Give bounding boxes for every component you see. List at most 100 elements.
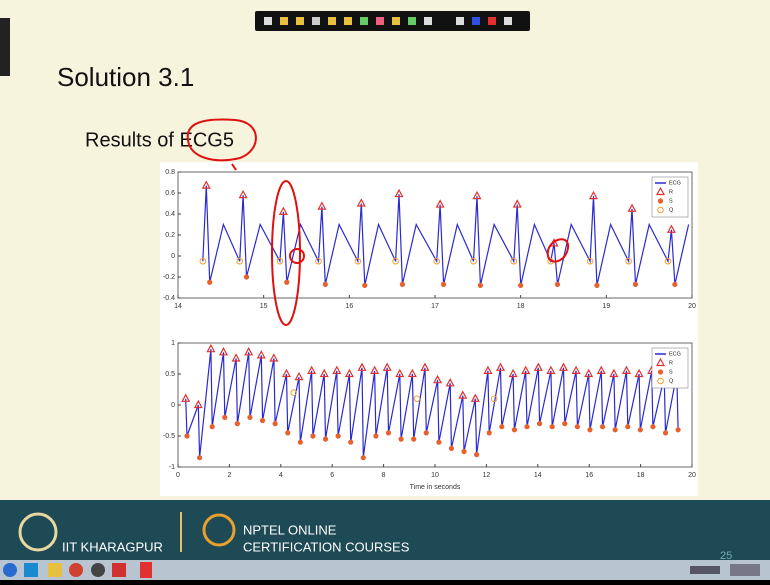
s-marker [424,430,429,435]
legend: ECG RSQ [652,177,688,217]
s-marker [650,424,655,429]
x-tick-label: 2 [227,472,231,479]
s-marker [184,433,189,438]
plot-frame [178,172,692,298]
s-marker [638,427,643,432]
legend-label: S [669,369,673,375]
s-marker [518,283,523,288]
s-marker [550,424,555,429]
ecg-chart: -0.4-0.200.20.40.60.814151617181920ECGRS… [163,169,696,310]
s-marker [244,274,249,279]
x-tick-label: 17 [431,303,439,310]
s-marker [555,282,560,287]
s-marker [298,440,303,445]
s-marker [600,424,605,429]
s-marker [323,437,328,442]
s-marker [587,427,592,432]
s-marker [499,424,504,429]
footer-divider [180,512,182,552]
s-marker [310,433,315,438]
s-marker [658,198,663,203]
s-marker [411,437,416,442]
y-tick-label: 0.6 [165,190,175,197]
x-tick-label: 15 [260,303,268,310]
s-marker [285,430,290,435]
x-tick-label: 18 [637,472,645,479]
s-marker [676,427,681,432]
s-marker [672,282,677,287]
legend-label: R [669,360,673,366]
x-tick-label: 16 [345,303,353,310]
legend-label: R [669,189,673,195]
s-marker [524,424,529,429]
s-marker [323,282,328,287]
s-marker [210,424,215,429]
legend-label: Q [669,207,674,213]
s-marker [562,421,567,426]
x-axis-label: Time in seconds [410,484,461,491]
side-handle [0,18,10,76]
y-tick-label: -0.2 [163,274,175,281]
s-marker [273,421,278,426]
s-marker [474,452,479,457]
s-marker [400,282,405,287]
x-tick-label: 18 [517,303,525,310]
y-tick-label: 0.2 [165,232,175,239]
y-tick-label: 0 [171,253,175,260]
x-tick-label: 14 [534,472,542,479]
x-tick-label: 12 [483,472,491,479]
s-marker [361,455,366,460]
slide-screen: Solution 3.1 Results of ECG5 -0.4-0.200.… [0,0,770,580]
s-marker [512,427,517,432]
legend-label: ECG [669,180,681,186]
x-tick-label: 20 [688,472,696,479]
x-tick-label: 20 [688,303,696,310]
s-marker [487,430,492,435]
s-marker [386,430,391,435]
y-tick-label: 0.5 [165,371,175,378]
s-marker [222,415,227,420]
y-tick-label: 1 [171,340,175,347]
x-tick-label: 10 [431,472,439,479]
s-marker [613,427,618,432]
s-marker [247,415,252,420]
s-marker [373,433,378,438]
x-tick-label: 16 [585,472,593,479]
s-marker [436,440,441,445]
x-tick-label: 14 [174,303,182,310]
y-tick-label: -0.4 [163,295,175,302]
s-marker [197,455,202,460]
y-tick-label: -1 [169,464,175,471]
footer-courses: CERTIFICATION COURSES [243,539,410,554]
s-marker [348,440,353,445]
s-marker [260,418,265,423]
x-tick-label: 19 [602,303,610,310]
legend: ECGRSQ [652,348,688,388]
x-tick-label: 4 [279,472,283,479]
s-marker [663,430,668,435]
s-marker [362,283,367,288]
s-marker [575,424,580,429]
s-marker [537,421,542,426]
slide-title: Solution 3.1 [57,62,194,92]
s-marker [441,282,446,287]
y-tick-label: 0.8 [165,169,175,176]
x-tick-label: 6 [330,472,334,479]
footer-nptel: NPTEL ONLINE [243,522,337,537]
s-marker [633,282,638,287]
x-tick-label: 8 [382,472,386,479]
s-marker [461,449,466,454]
s-marker [336,433,341,438]
y-tick-label: -0.5 [163,433,175,440]
s-marker [478,283,483,288]
x-tick-label: 0 [176,472,180,479]
s-marker [284,280,289,285]
s-marker [398,437,403,442]
s-marker [658,369,663,374]
y-tick-label: 0 [171,402,175,409]
s-marker [207,280,212,285]
s-marker [594,283,599,288]
s-marker [449,446,454,451]
legend-label: S [669,198,673,204]
footer-institute: IIT KHARAGPUR [62,539,163,554]
